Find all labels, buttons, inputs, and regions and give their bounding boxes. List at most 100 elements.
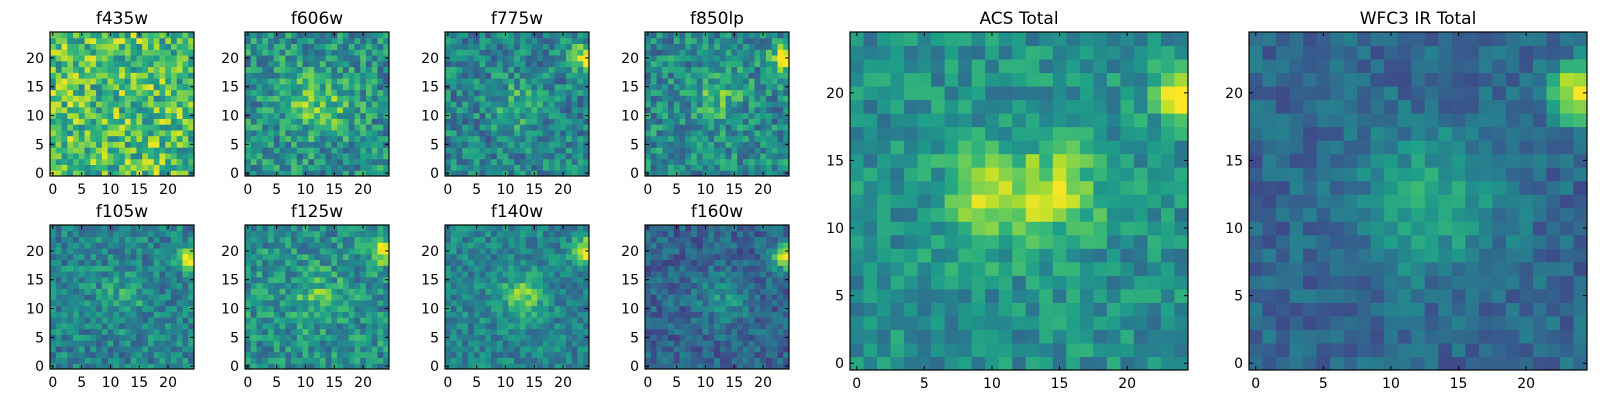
heatmap-cell (508, 357, 515, 364)
heatmap-cell (153, 351, 160, 358)
heatmap-cell (67, 271, 74, 278)
heatmap-cell (331, 60, 338, 68)
heatmap-cell (560, 43, 567, 50)
heatmap-cell (760, 294, 767, 301)
heatmap-cell (548, 101, 555, 108)
heatmap-cell (514, 49, 521, 56)
heatmap-cell (502, 271, 509, 278)
heatmap-cell (462, 259, 469, 266)
heatmap-cell (537, 299, 544, 307)
heatmap-cell (525, 282, 532, 289)
heatmap-cell (73, 334, 80, 341)
heatmap-cell (337, 345, 344, 353)
heatmap-cell (479, 225, 486, 232)
heatmap-cell (147, 351, 155, 358)
heatmap-cell (130, 32, 137, 39)
heatmap-cell (496, 248, 504, 255)
heatmap-cell (742, 106, 750, 114)
heatmap-cell (737, 322, 744, 330)
heatmap-cell (308, 271, 315, 278)
heatmap-cell (691, 340, 698, 347)
heatmap-cell (548, 340, 555, 347)
heatmap-cell (514, 311, 521, 318)
heatmap-cell (479, 164, 486, 171)
heatmap-cell (296, 328, 304, 335)
heatmap-cell (360, 288, 367, 295)
heatmap-cell (365, 248, 373, 255)
heatmap-cell (662, 317, 669, 324)
heatmap-cell (67, 305, 74, 312)
heatmap-cell (491, 158, 498, 165)
heatmap-cell (748, 322, 755, 330)
heatmap-cell (737, 43, 744, 50)
heatmap-cell (279, 170, 286, 177)
heatmap-cell (462, 158, 469, 165)
heatmap-cell (142, 129, 149, 137)
heatmap-cell (256, 112, 263, 119)
heatmap-cell (130, 164, 137, 171)
heatmap-cell (737, 89, 744, 96)
heatmap-cell (165, 253, 172, 261)
heatmap-cell (462, 152, 469, 160)
heatmap-cell (360, 43, 367, 50)
heatmap-cell (742, 317, 750, 324)
heatmap-cell (165, 95, 172, 102)
heatmap-cell (673, 357, 681, 364)
heatmap-cell (291, 129, 298, 137)
heatmap-cell (182, 106, 189, 114)
heatmap-cell (314, 158, 321, 165)
heatmap-cell (245, 106, 252, 114)
heatmap-cell (748, 43, 755, 50)
heatmap-cell (696, 112, 704, 119)
heatmap-cell (348, 37, 355, 45)
heatmap-cell (314, 248, 321, 255)
heatmap-cell (719, 294, 727, 301)
heatmap-cell (485, 328, 492, 335)
heatmap-cell (496, 328, 504, 335)
heatmap-cell (679, 294, 686, 301)
heatmap-cell (719, 158, 727, 165)
heatmap-cell (462, 282, 469, 289)
heatmap-cell (268, 305, 275, 312)
heatmap-cell (645, 49, 652, 56)
heatmap-cell (61, 106, 68, 114)
heatmap-cell (491, 32, 498, 39)
heatmap-cell (245, 95, 252, 102)
heatmap-cell (176, 170, 183, 177)
heatmap-cell (696, 294, 704, 301)
heatmap-cell (525, 225, 532, 232)
heatmap-cell (685, 141, 692, 148)
heatmap-cell (731, 60, 738, 68)
heatmap-cell (725, 55, 732, 62)
heatmap-cell (462, 357, 469, 364)
heatmap-cell (656, 340, 663, 347)
heatmap-cell (348, 106, 355, 114)
heatmap-cell (354, 322, 361, 330)
heatmap-cell (525, 242, 532, 249)
heatmap-cell (96, 225, 103, 232)
heatmap-cell (119, 170, 126, 177)
heatmap-cell (176, 363, 183, 370)
heatmap-cell (331, 95, 338, 102)
heatmap-cell (124, 259, 132, 266)
heatmap-cell (337, 129, 344, 137)
heatmap-cell (645, 118, 652, 125)
heatmap-cell (325, 72, 332, 79)
heatmap-cell (696, 357, 704, 364)
heatmap-cell (531, 158, 538, 165)
heatmap-cell (107, 282, 114, 289)
heatmap-cell (119, 95, 126, 102)
heatmap-cell (514, 317, 521, 324)
heatmap-cell (170, 225, 178, 232)
heatmap-cell (719, 43, 727, 50)
heatmap-cell (760, 147, 767, 154)
heatmap-cell (656, 83, 663, 91)
heatmap-cell (342, 32, 350, 39)
heatmap-cell (537, 248, 544, 255)
heatmap-cell (268, 141, 275, 148)
heatmap-cell (662, 282, 669, 289)
heatmap-cell (673, 72, 681, 79)
heatmap-cell (73, 340, 80, 347)
heatmap-cell (55, 147, 63, 154)
heatmap-cell (142, 363, 149, 370)
